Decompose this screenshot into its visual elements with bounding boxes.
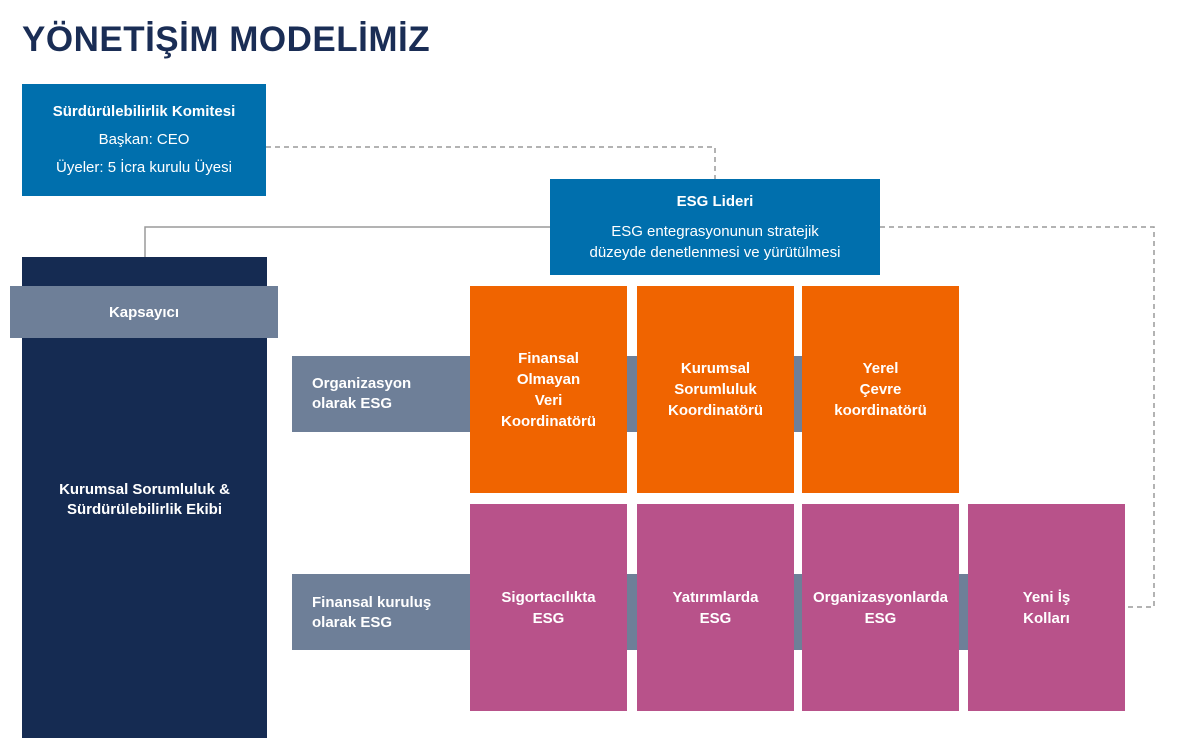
committee-name: Sürdürülebilirlik Komitesi bbox=[52, 103, 236, 120]
cell-line: Olmayan bbox=[516, 370, 581, 388]
team-label-line1: Kurumsal Sorumluluk & bbox=[59, 481, 230, 498]
cell-line: ESG bbox=[864, 609, 897, 627]
page-title: YÖNETİŞİM MODELİMİZ bbox=[22, 20, 431, 59]
cell-line: Finansal bbox=[518, 349, 579, 367]
esg-in-organizations-box: Organizasyonlarda ESG bbox=[802, 504, 959, 711]
cell-line: Koordinatörü bbox=[668, 402, 763, 419]
cell-line: koordinatörü bbox=[834, 402, 927, 419]
esg-in-insurance-box: Sigortacılıkta ESG bbox=[470, 504, 627, 711]
esg-lead-box: ESG Lideri ESG entegrasyonunun stratejik… bbox=[550, 179, 880, 275]
organization-esg-label-line1: Organizasyon bbox=[312, 375, 412, 392]
committee-members: Üyeler: 5 İcra kurulu Üyesi bbox=[56, 159, 232, 176]
organization-esg-label-line2: olarak ESG bbox=[312, 395, 393, 412]
local-environment-coordinator-box: Yerel Çevre koordinatörü bbox=[802, 286, 959, 493]
cell-line: Organizasyonlarda bbox=[812, 588, 949, 606]
cell-line: Yatırımlarda bbox=[672, 588, 759, 606]
sustainability-committee-box: Sürdürülebilirlik Komitesi Başkan: CEO Ü… bbox=[22, 84, 266, 196]
cell-line: Kurumsal bbox=[680, 360, 751, 377]
team-label-line2: Sürdürülebilirlik Ekibi bbox=[66, 501, 223, 518]
cell-line: Kolları bbox=[1023, 609, 1070, 627]
new-business-lines-box: Yeni İş Kolları bbox=[968, 504, 1125, 711]
umbrella-label: Kapsayıcı bbox=[108, 303, 180, 321]
cell-line: Sorumluluk bbox=[674, 381, 757, 398]
cell-line: Veri bbox=[534, 391, 563, 409]
cell-line: Sigortacılıkta bbox=[501, 588, 596, 606]
esg-lead-desc-line2: düzeyde denetlenmesi ve yürütülmesi bbox=[589, 244, 841, 261]
esg-lead-desc-line1: ESG entegrasyonunun stratejik bbox=[611, 223, 819, 240]
non-financial-data-coordinator-box: Finansal Olmayan Veri Koordinatörü bbox=[470, 286, 627, 493]
team-label: Kurumsal Sorumluluk & Sürdürülebilirlik … bbox=[22, 460, 267, 540]
umbrella-band: Kapsayıcı bbox=[10, 286, 278, 338]
financial-institution-esg-label-line1: Finansal kuruluş bbox=[312, 594, 432, 611]
cell-line: ESG bbox=[532, 609, 565, 627]
cell-line: ESG bbox=[699, 609, 732, 627]
organization-esg-label: Organizasyon olarak ESG bbox=[312, 374, 472, 414]
cell-line: Koordinatörü bbox=[501, 412, 596, 430]
cell-line: Yeni İş bbox=[1022, 588, 1071, 606]
lead-to-team-connector bbox=[144, 226, 550, 257]
cell-line: Çevre bbox=[859, 381, 902, 398]
financial-institution-esg-label-line2: olarak ESG bbox=[312, 614, 393, 631]
esg-in-investments-box: Yatırımlarda ESG bbox=[637, 504, 794, 711]
financial-institution-esg-label: Finansal kuruluş olarak ESG bbox=[312, 593, 472, 633]
committee-chair: Başkan: CEO bbox=[98, 131, 190, 148]
corporate-responsibility-coordinator-box: Kurumsal Sorumluluk Koordinatörü bbox=[637, 286, 794, 493]
lead-to-new-business-connector bbox=[880, 226, 1155, 608]
committee-to-lead-connector bbox=[266, 146, 716, 179]
esg-lead-name: ESG Lideri bbox=[676, 193, 754, 210]
cell-line: Yerel bbox=[862, 360, 899, 377]
